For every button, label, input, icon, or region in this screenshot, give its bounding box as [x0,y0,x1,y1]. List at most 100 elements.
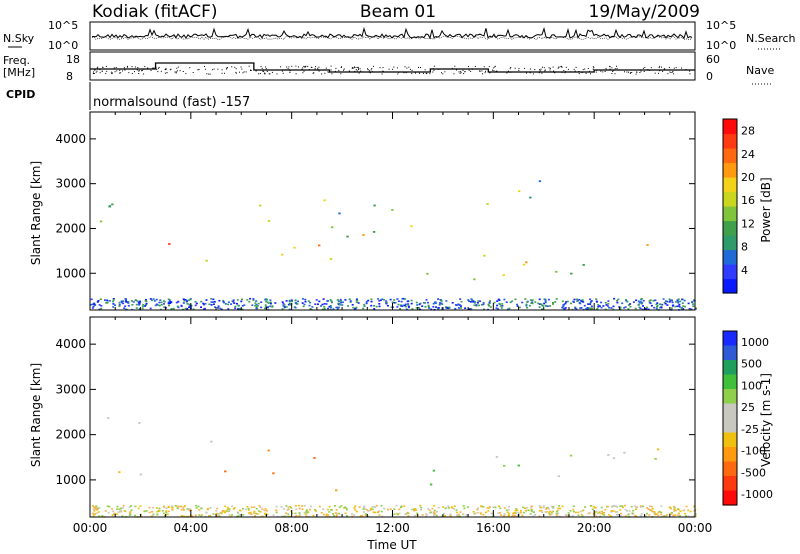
power-cell [210,298,213,300]
velocity-cell [476,508,479,511]
velocity-cell [571,515,574,517]
power-cell [338,302,341,305]
power-cell [183,300,186,302]
power-cell [680,308,683,310]
nave-point [373,65,374,67]
power-cell [541,308,543,310]
velocity-cell [431,507,434,510]
nave-point [94,69,96,71]
velocity-cell [228,508,231,510]
velocity-cell [208,515,211,517]
power-cell [655,307,658,310]
velocity-cell [463,507,466,510]
nave-point [575,66,577,68]
power-cell [287,303,290,306]
power-cell [90,298,93,301]
nave-point [508,71,510,73]
velocity-cell [242,507,244,510]
velocity-cell [215,510,218,512]
power-cell [99,298,102,300]
noise-sky-trace [91,26,693,40]
power-cell [642,305,644,307]
nave-point [658,72,659,74]
nave-point [360,70,362,72]
power-cell [249,297,252,300]
nave-point [460,71,462,73]
velocity-cell [687,515,690,518]
velocity-cell [188,508,191,510]
nave-point [494,65,496,67]
power-cell [186,308,189,310]
velocity-cell [447,505,450,507]
nave-point [99,72,101,74]
power-cell [606,305,609,307]
power-colorbar-segment [723,162,737,178]
nave-point [561,71,563,73]
velocity-cell [306,511,309,514]
power-cell [547,298,550,301]
velocity-cell [182,509,185,511]
velocity-cell [603,512,605,514]
power-cell [114,304,116,306]
nave-point [433,65,435,67]
velocity-cell [412,508,415,510]
nave-tick-top: 60 [706,53,720,66]
velocity-cell [198,509,201,511]
power-cell [562,305,565,307]
velocity-cell [259,506,262,509]
velocity-cell [139,505,142,507]
power-cell [604,308,607,311]
power-cell [370,300,373,303]
power-cell [393,299,396,301]
velocity-cell [660,505,663,507]
nave-point [458,71,460,73]
nave-point [302,72,304,74]
nave-point [439,68,440,70]
nave-point [176,70,178,72]
power-cell [184,299,187,301]
power-ytick-label: 4000 [55,132,86,146]
power-cell [404,303,407,306]
velocity-cell [550,513,553,515]
nave-point [595,71,597,73]
nave-point [563,70,565,71]
power-cell [218,307,221,309]
nave-point [459,72,461,74]
nave-point [330,69,332,71]
power-cell [135,307,138,309]
velocity-cell [582,509,584,512]
velocity-cell [353,514,356,516]
power-cell [407,305,410,308]
power-cell [134,299,137,301]
power-colorbar-tick: 24 [741,148,755,161]
velocity-cell [171,505,174,507]
power-cell [529,299,532,301]
power-colorbar-segment [723,148,737,164]
nave-point [468,69,470,71]
nave-point [508,70,509,72]
velocity-cell [393,508,396,510]
power-cell [597,304,600,306]
nave-point [226,67,228,68]
power-cell [336,299,339,301]
power-cell [385,302,388,305]
velocity-cell [334,505,336,507]
velocity-cell [530,510,533,513]
velocity-cell [216,507,219,510]
velocity-cell [371,508,374,510]
power-cell [281,301,284,303]
power-cell [608,306,611,309]
power-cell [583,304,586,307]
power-cell [281,308,284,310]
velocity-cell [183,505,186,507]
velocity-cell [351,515,354,518]
nave-point [221,69,223,71]
nave-point [441,72,442,74]
velocity-cell [264,508,267,510]
nave-point [126,66,128,68]
velocity-cell [369,509,372,511]
velocity-cell [503,507,506,509]
velocity-cell [362,508,365,510]
nave-point [358,72,360,74]
power-cell [415,307,418,309]
